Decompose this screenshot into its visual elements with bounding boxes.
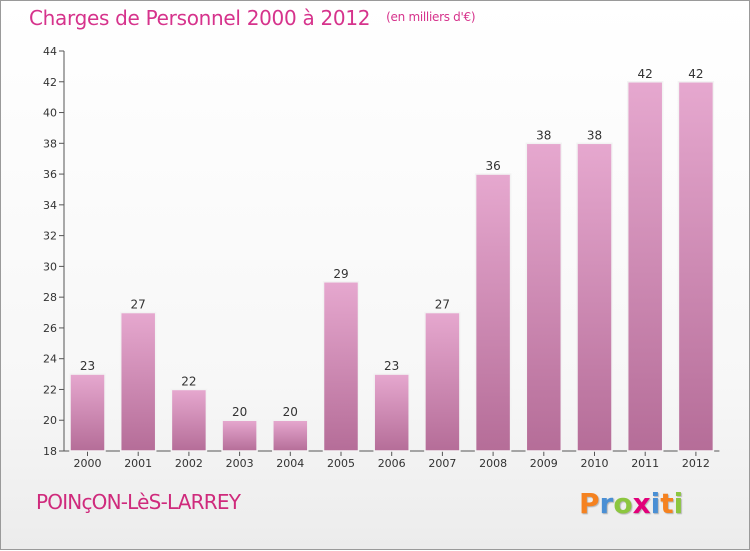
bar-value-label: 22 bbox=[181, 374, 196, 388]
bar bbox=[373, 373, 410, 452]
bar-value-label: 36 bbox=[485, 159, 500, 173]
bar bbox=[221, 419, 258, 452]
chart-title-text: Charges de Personnel 2000 à 2012 bbox=[29, 6, 371, 30]
bar bbox=[626, 81, 664, 452]
bar-value-label: 23 bbox=[80, 359, 95, 373]
logo-letter: t bbox=[660, 487, 674, 520]
y-tick-label: 34 bbox=[43, 199, 57, 212]
bar-value-label: 29 bbox=[333, 267, 348, 281]
bar-value-label: 27 bbox=[131, 298, 146, 312]
y-tick-label: 24 bbox=[43, 353, 57, 366]
y-tick-label: 26 bbox=[43, 322, 57, 335]
chart-subtitle: (en milliers d'€) bbox=[386, 10, 476, 24]
x-tick-label: 2012 bbox=[682, 457, 710, 470]
y-tick-label: 28 bbox=[43, 291, 57, 304]
bar-value-label: 38 bbox=[536, 128, 551, 142]
y-tick-label: 20 bbox=[43, 414, 57, 427]
y-tick-label: 32 bbox=[43, 230, 57, 243]
bar-value-label: 23 bbox=[384, 359, 399, 373]
x-tick-label: 2010 bbox=[581, 457, 609, 470]
logo-letter: r bbox=[599, 487, 614, 520]
bar-value-label: 20 bbox=[283, 405, 298, 419]
y-tick-label: 36 bbox=[43, 168, 57, 181]
bar bbox=[474, 173, 512, 452]
x-tick-label: 2006 bbox=[378, 457, 406, 470]
x-tick-label: 2008 bbox=[479, 457, 507, 470]
x-tick-label: 2004 bbox=[276, 457, 304, 470]
logo-letter: o bbox=[613, 487, 633, 520]
logo-letter: P bbox=[579, 487, 600, 520]
x-tick-label: 2011 bbox=[631, 457, 659, 470]
commune-name: POINçON-LèS-LARREY bbox=[36, 490, 241, 514]
bar-value-label: 20 bbox=[232, 405, 247, 419]
x-tick-label: 2003 bbox=[226, 457, 254, 470]
bar-value-label: 42 bbox=[688, 67, 703, 81]
x-tick-label: 2002 bbox=[175, 457, 203, 470]
x-tick-label: 2005 bbox=[327, 457, 355, 470]
bar bbox=[272, 419, 309, 452]
bar bbox=[119, 311, 157, 452]
proxiti-logo: Proxiti bbox=[579, 487, 683, 520]
logo-letter: i bbox=[650, 487, 661, 520]
y-tick-label: 44 bbox=[43, 45, 57, 58]
bar bbox=[170, 388, 208, 452]
logo-letter: x bbox=[632, 487, 651, 520]
bar bbox=[576, 142, 613, 452]
bar-value-label: 38 bbox=[587, 128, 602, 142]
y-tick-label: 22 bbox=[43, 383, 57, 396]
y-tick-label: 38 bbox=[43, 137, 57, 150]
logo-letter: i bbox=[673, 487, 684, 520]
y-tick-label: 18 bbox=[43, 445, 57, 458]
x-tick-label: 2000 bbox=[74, 457, 102, 470]
bar bbox=[677, 81, 715, 452]
x-tick-label: 2009 bbox=[530, 457, 558, 470]
bar bbox=[322, 281, 360, 452]
bar-value-label: 27 bbox=[435, 298, 450, 312]
x-tick-label: 2001 bbox=[124, 457, 152, 470]
bar bbox=[525, 142, 563, 452]
bar bbox=[69, 373, 106, 452]
bar-value-label: 42 bbox=[638, 67, 653, 81]
x-tick-label: 2007 bbox=[428, 457, 456, 470]
chart-title: Charges de Personnel 2000 à 2012 (en mill… bbox=[29, 6, 476, 30]
bar bbox=[424, 311, 461, 452]
y-tick-label: 42 bbox=[43, 76, 57, 89]
y-tick-label: 30 bbox=[43, 260, 57, 273]
y-tick-label: 40 bbox=[43, 107, 57, 120]
